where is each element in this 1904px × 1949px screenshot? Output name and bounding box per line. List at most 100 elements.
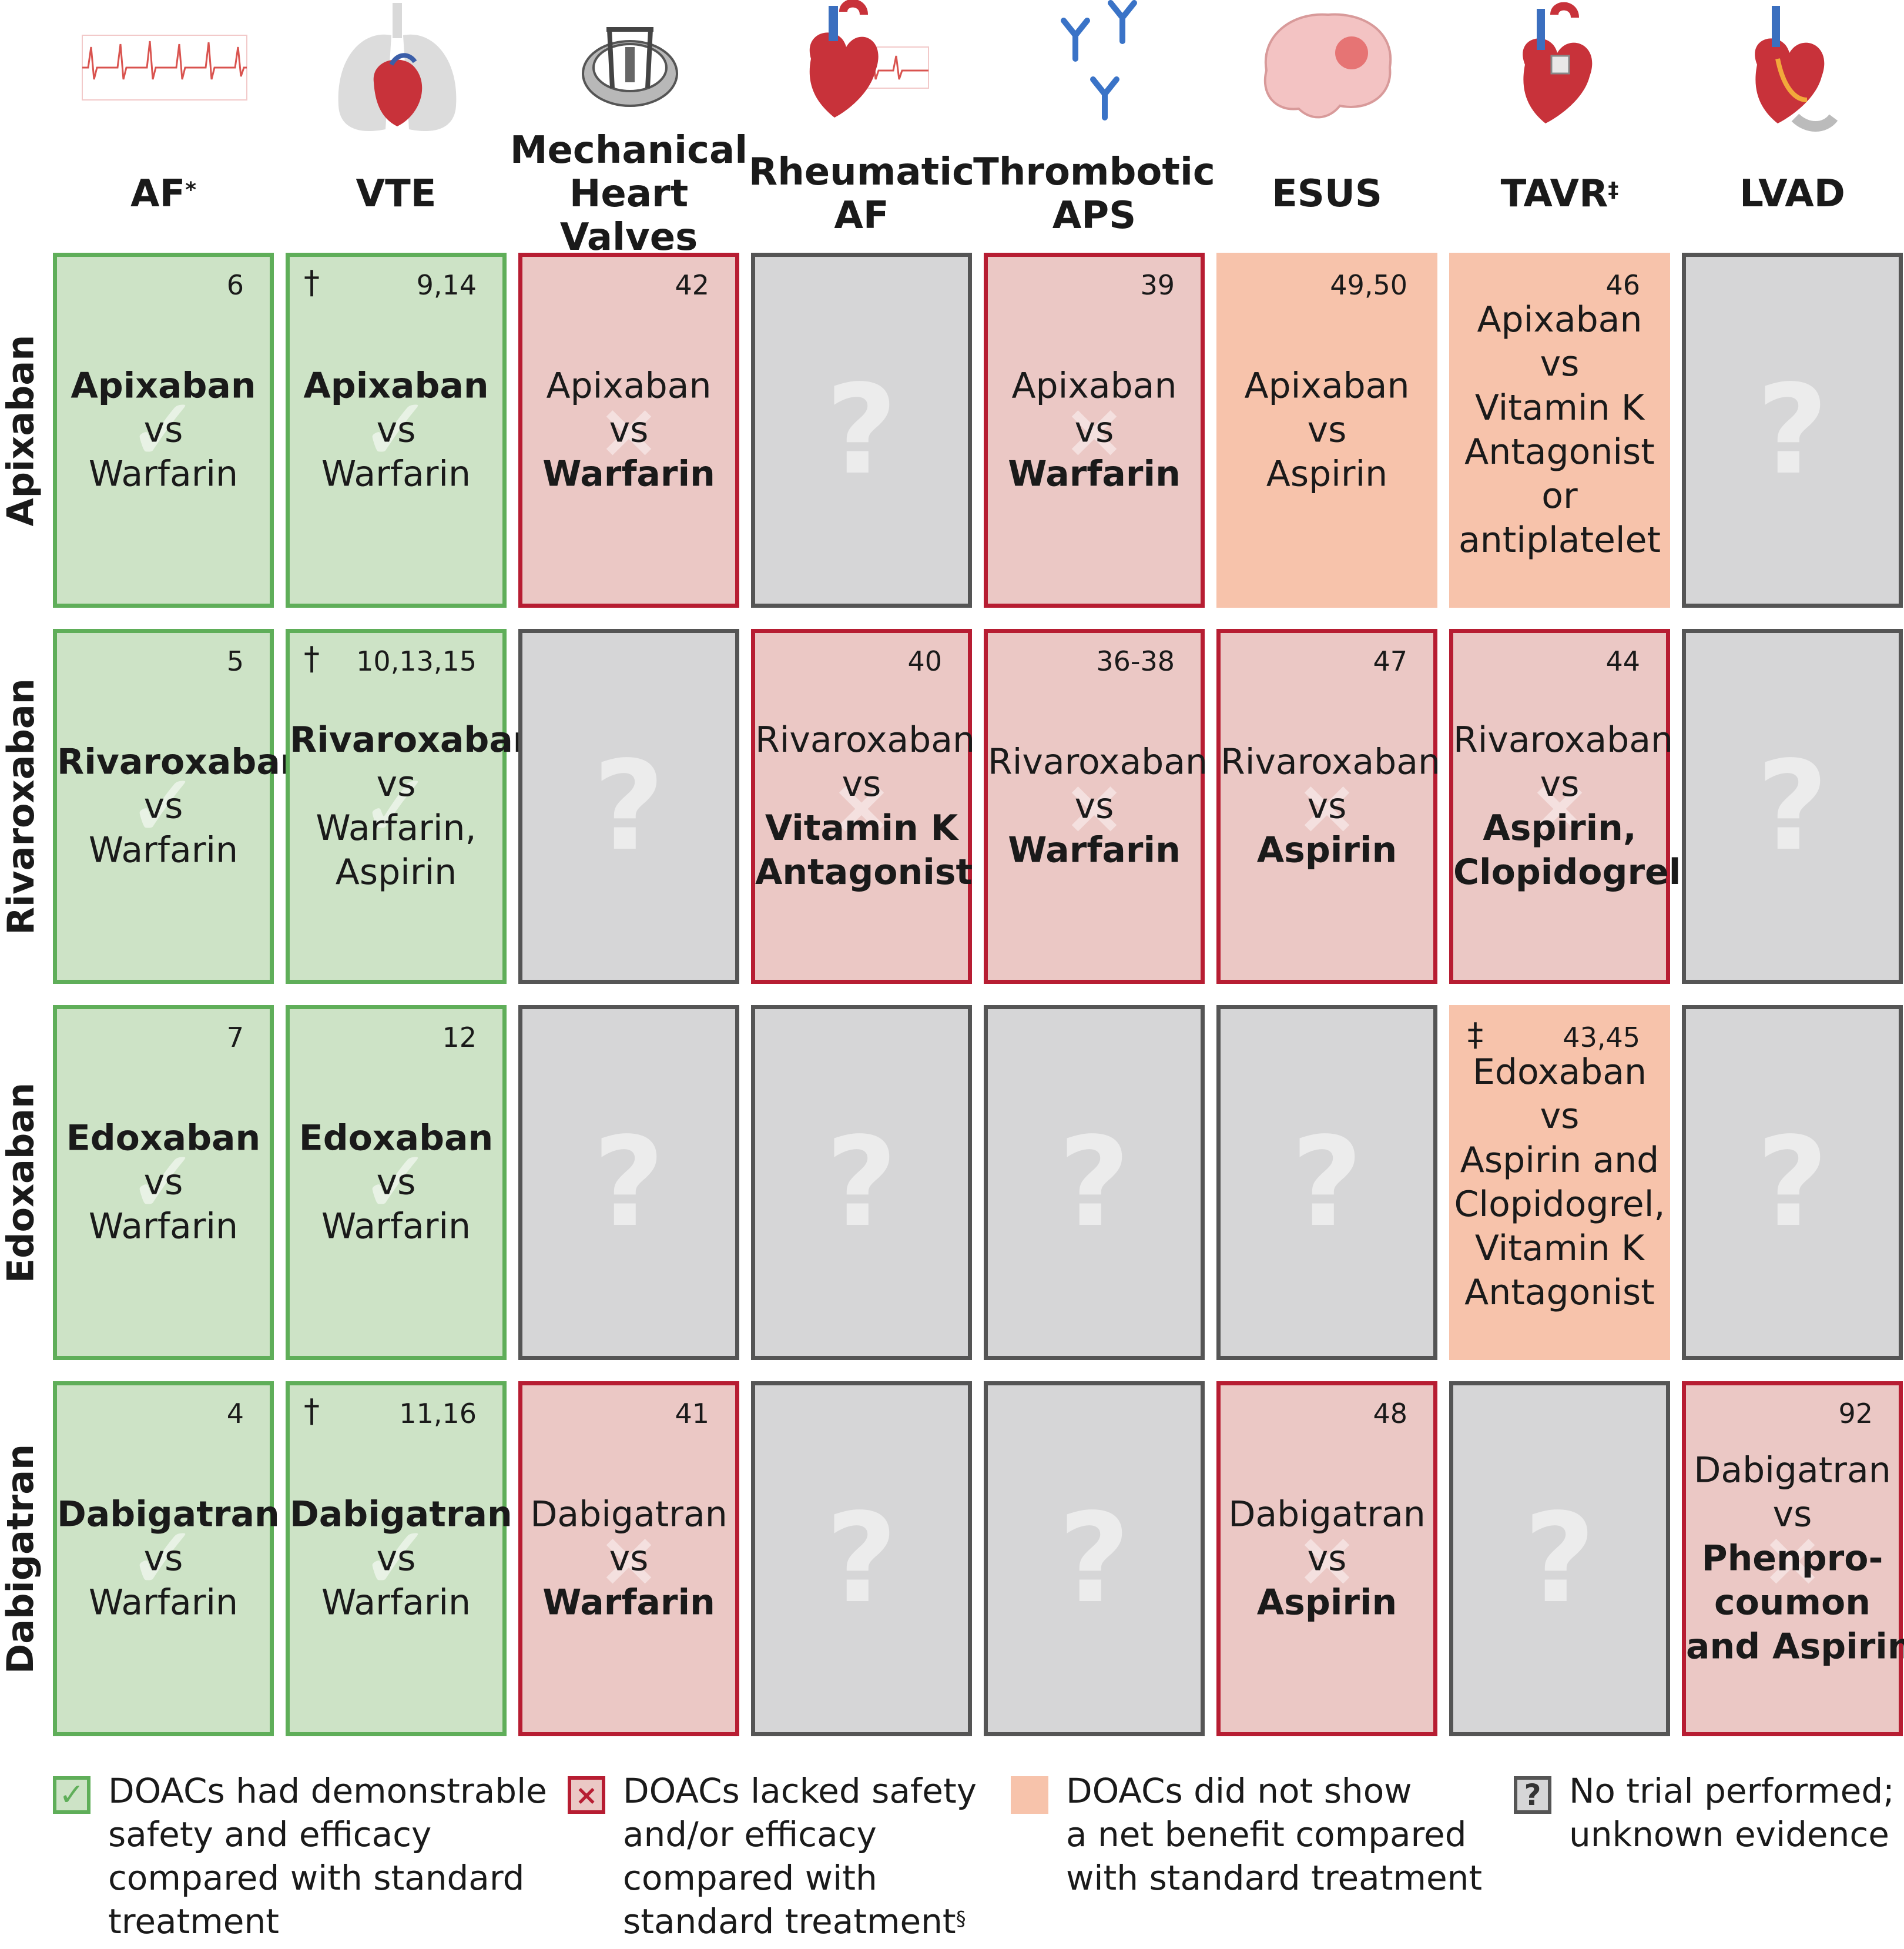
- cell-comparison-text: Rivaroxaban vs Aspirin: [1221, 741, 1441, 873]
- trial-cell: × 39 Apixaban vs Warfarin: [984, 253, 1205, 608]
- trial-cell: × 47 Rivaroxaban vs Aspirin: [1216, 629, 1441, 984]
- legend-text: No trial performed; unknown evidence: [1569, 1769, 1895, 1856]
- row-header-label: Dabigatran: [0, 1444, 42, 1674]
- cell-text-line: Dabigatran: [1228, 1493, 1426, 1535]
- cell-reference: 48: [1373, 1398, 1407, 1429]
- cell-text-line: vs: [376, 1161, 416, 1203]
- cell-reference: 44: [1605, 645, 1640, 677]
- cell-text-line: vs: [1307, 785, 1347, 827]
- cell-text-line: Clopidogrel: [1453, 852, 1681, 893]
- mechanical-valve-icon: [582, 27, 678, 107]
- cell-text-line: vs: [143, 409, 183, 451]
- legend-line: compared with: [623, 1858, 877, 1898]
- cell-text-line: Warfarin: [321, 1582, 471, 1623]
- column-header: VTE: [280, 141, 512, 247]
- cell-text-line: Aspirin,: [1483, 808, 1637, 849]
- trial-cell: ?: [518, 629, 739, 984]
- cell-text-line: Vitamin K: [1474, 1228, 1645, 1269]
- cell-text-line: Warfarin: [88, 829, 239, 871]
- row-header: Apixaban: [0, 253, 42, 608]
- cell-text-line: Warfarin: [542, 1582, 715, 1623]
- cell-text-line: Rivaroxaban: [755, 719, 976, 761]
- trial-cell: × 36-38 Rivaroxaban vs Warfarin: [984, 629, 1208, 984]
- cell-reference: 12: [442, 1022, 477, 1053]
- trial-cell: × 42 Apixaban vs Warfarin: [518, 253, 739, 608]
- column-header-line: Mechanical: [509, 129, 748, 172]
- cell-text-line: vs: [1540, 763, 1580, 805]
- cell-text-line: Apixaban: [546, 365, 712, 407]
- trial-cell: ?: [1682, 629, 1903, 984]
- cell-text-line: Apixaban: [303, 365, 489, 407]
- question-icon: ?: [826, 1110, 897, 1254]
- legend-line: a net benefit compared: [1066, 1814, 1467, 1854]
- column-header-footnote: ‡: [1608, 178, 1619, 202]
- column-header-lines: Thrombotic APS: [973, 150, 1215, 237]
- column-header-lines: Mechanical Heart Valves: [510, 129, 747, 259]
- cell-footnote-symbol: †: [304, 1392, 320, 1429]
- row-header: Edoxaban: [0, 1005, 42, 1360]
- cell-text-line: Dabigatran: [530, 1493, 728, 1535]
- trial-cell: × 41 Dabigatran vs Warfarin: [518, 1381, 739, 1736]
- heart-valve-icon: [1523, 2, 1593, 123]
- column-header-lines: AF*: [130, 172, 196, 216]
- column-header: Thrombotic APS: [973, 141, 1215, 247]
- column-header: LVAD: [1676, 141, 1904, 247]
- cell-text-line: Aspirin and: [1460, 1140, 1660, 1181]
- column-header: Mechanical Heart Valves: [510, 129, 747, 259]
- column-header-footnote: *: [185, 178, 197, 202]
- cell-text-line: vs: [1307, 1538, 1347, 1579]
- cell-text-line: vs: [376, 409, 416, 451]
- column-header-lines: TAVR‡: [1501, 172, 1619, 216]
- legend-line: with standard treatment: [1066, 1858, 1483, 1898]
- column-header-line: AF: [834, 194, 889, 237]
- cell-text-line: vs: [376, 763, 416, 805]
- cell-text-line: Rivaroxaban: [290, 719, 538, 761]
- trial-cell: ?: [1682, 1005, 1903, 1360]
- cell-text-line: Rivaroxaban: [57, 741, 306, 783]
- row-header-label: Apixaban: [0, 334, 42, 526]
- ecg-icon: [82, 35, 247, 101]
- cell-text-line: Phenpro-: [1701, 1538, 1883, 1579]
- cell-text-line: Apixaban: [1011, 365, 1177, 407]
- trial-cell: ?: [751, 1005, 972, 1360]
- cell-footnote-symbol: †: [304, 264, 320, 301]
- row-header: Rivaroxaban: [0, 629, 42, 984]
- column-header-lines: LVAD: [1739, 172, 1845, 216]
- cell-text-line: Dabigatran: [1694, 1449, 1891, 1491]
- cell-footnote-symbol: †: [304, 640, 320, 677]
- cell-reference: 46: [1605, 269, 1640, 301]
- column-header-line: TAVR‡: [1500, 172, 1619, 216]
- legend-line: compared with standard: [108, 1858, 525, 1898]
- column-header: TAVR‡: [1443, 141, 1676, 247]
- cell-text-line: Rivaroxaban: [1453, 719, 1674, 761]
- cell-text-line: Warfarin: [1008, 829, 1181, 871]
- cell-reference: 41: [675, 1398, 709, 1429]
- trial-cell: ?: [984, 1005, 1205, 1360]
- cell-text-line: Warfarin: [321, 1205, 471, 1247]
- cell-text-line: Edoxaban: [66, 1117, 261, 1159]
- cell-reference: 49,50: [1330, 269, 1407, 301]
- cell-comparison-text: Apixaban vs Warfarin: [290, 364, 502, 497]
- legend-line: unknown evidence: [1569, 1814, 1889, 1854]
- cell-text-line: vs: [143, 785, 183, 827]
- check-icon: ✓: [53, 1776, 90, 1814]
- question-icon: ?: [826, 1486, 897, 1630]
- cell-text-line: Antagonist: [1464, 1272, 1655, 1313]
- cell-reference: 11,16: [399, 1398, 477, 1429]
- trial-cell: ?: [518, 1005, 739, 1360]
- legend-line: safety and efficacy: [108, 1814, 432, 1854]
- row-header: Dabigatran: [0, 1381, 42, 1736]
- cell-comparison-text: Dabigatran vs Warfarin: [522, 1493, 735, 1625]
- cell-reference: 7: [226, 1022, 244, 1053]
- cell-comparison-text: Rivaroxaban vs Aspirin, Clopidogrel: [1453, 718, 1681, 895]
- cell-text-line: vs: [1074, 409, 1114, 451]
- heart-lvad-icon: [1755, 6, 1838, 132]
- cell-text-line: Rivaroxaban: [1221, 741, 1441, 783]
- cell-text-line: Dabigatran: [57, 1493, 280, 1535]
- cell-text-line: Warfarin: [88, 453, 239, 495]
- trial-cell: ‡ 43,45 Edoxaban vs Aspirin and Clopidogrel, V…: [1449, 1005, 1670, 1360]
- cell-text-line: Antagonist: [1464, 431, 1655, 473]
- cell-text-line: Aspirin: [1266, 453, 1388, 495]
- cell-comparison-text: Rivaroxaban vs Warfarin, Aspirin: [290, 718, 538, 895]
- trial-cell: ✓ 7 Edoxaban vs Warfarin: [53, 1005, 274, 1360]
